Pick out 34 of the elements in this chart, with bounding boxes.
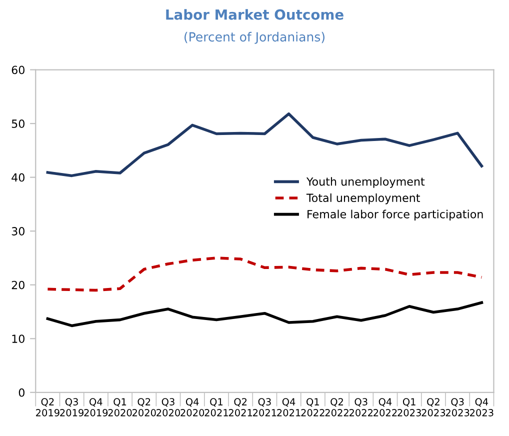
x-tick-label: Q3 2023: [446, 398, 470, 416]
legend-label: Female labor force participation: [308, 210, 483, 220]
line-series: [46, 112, 484, 178]
chart-title: Labor Market Outcome: [166, 9, 344, 20]
legend-label: Total unemployment: [306, 193, 420, 204]
legend-label: Youth unemployment: [306, 177, 425, 188]
x-tick-label: Q4 2021: [277, 398, 300, 416]
y-tick-label: 20: [12, 280, 24, 290]
y-tick-label: 40: [12, 173, 24, 182]
x-tick-label: Q3 2022: [349, 398, 373, 416]
x-tick-label: Q4 2022: [374, 398, 397, 416]
y-tick-label: 50: [12, 120, 24, 128]
y-tick-label: 0: [18, 388, 24, 397]
x-tick-label: Q2 2022: [325, 398, 348, 416]
x-tick-label: Q1 2023: [398, 398, 421, 416]
y-tick-label: 10: [12, 334, 24, 344]
line-series: [46, 256, 484, 292]
x-tick-label: Q2 2023: [422, 398, 446, 416]
line-series: [46, 301, 484, 328]
x-tick-label: Q3 2021: [253, 398, 276, 416]
x-tick-label: Q2 2020: [132, 398, 156, 416]
x-tick-label: Q4 2020: [180, 398, 204, 416]
x-tick-label: Q3 2020: [156, 398, 180, 416]
x-tick-label: Q3 2019: [60, 398, 84, 416]
x-tick-label: Q1 2022: [301, 398, 324, 416]
x-tick-label: Q1 2021: [204, 398, 228, 416]
x-tick-label: Q4 2023: [470, 398, 494, 416]
y-tick-label: 30: [12, 227, 24, 236]
x-tick-label: Q2 2019: [36, 398, 60, 416]
y-tick-label: 60: [12, 66, 24, 74]
x-tick-label: Q2 2021: [228, 398, 252, 416]
x-tick-label: Q1 2020: [108, 398, 132, 416]
chart-subtitle: (Percent of Jordanians): [184, 32, 324, 44]
x-tick-label: Q4 2019: [84, 398, 108, 416]
